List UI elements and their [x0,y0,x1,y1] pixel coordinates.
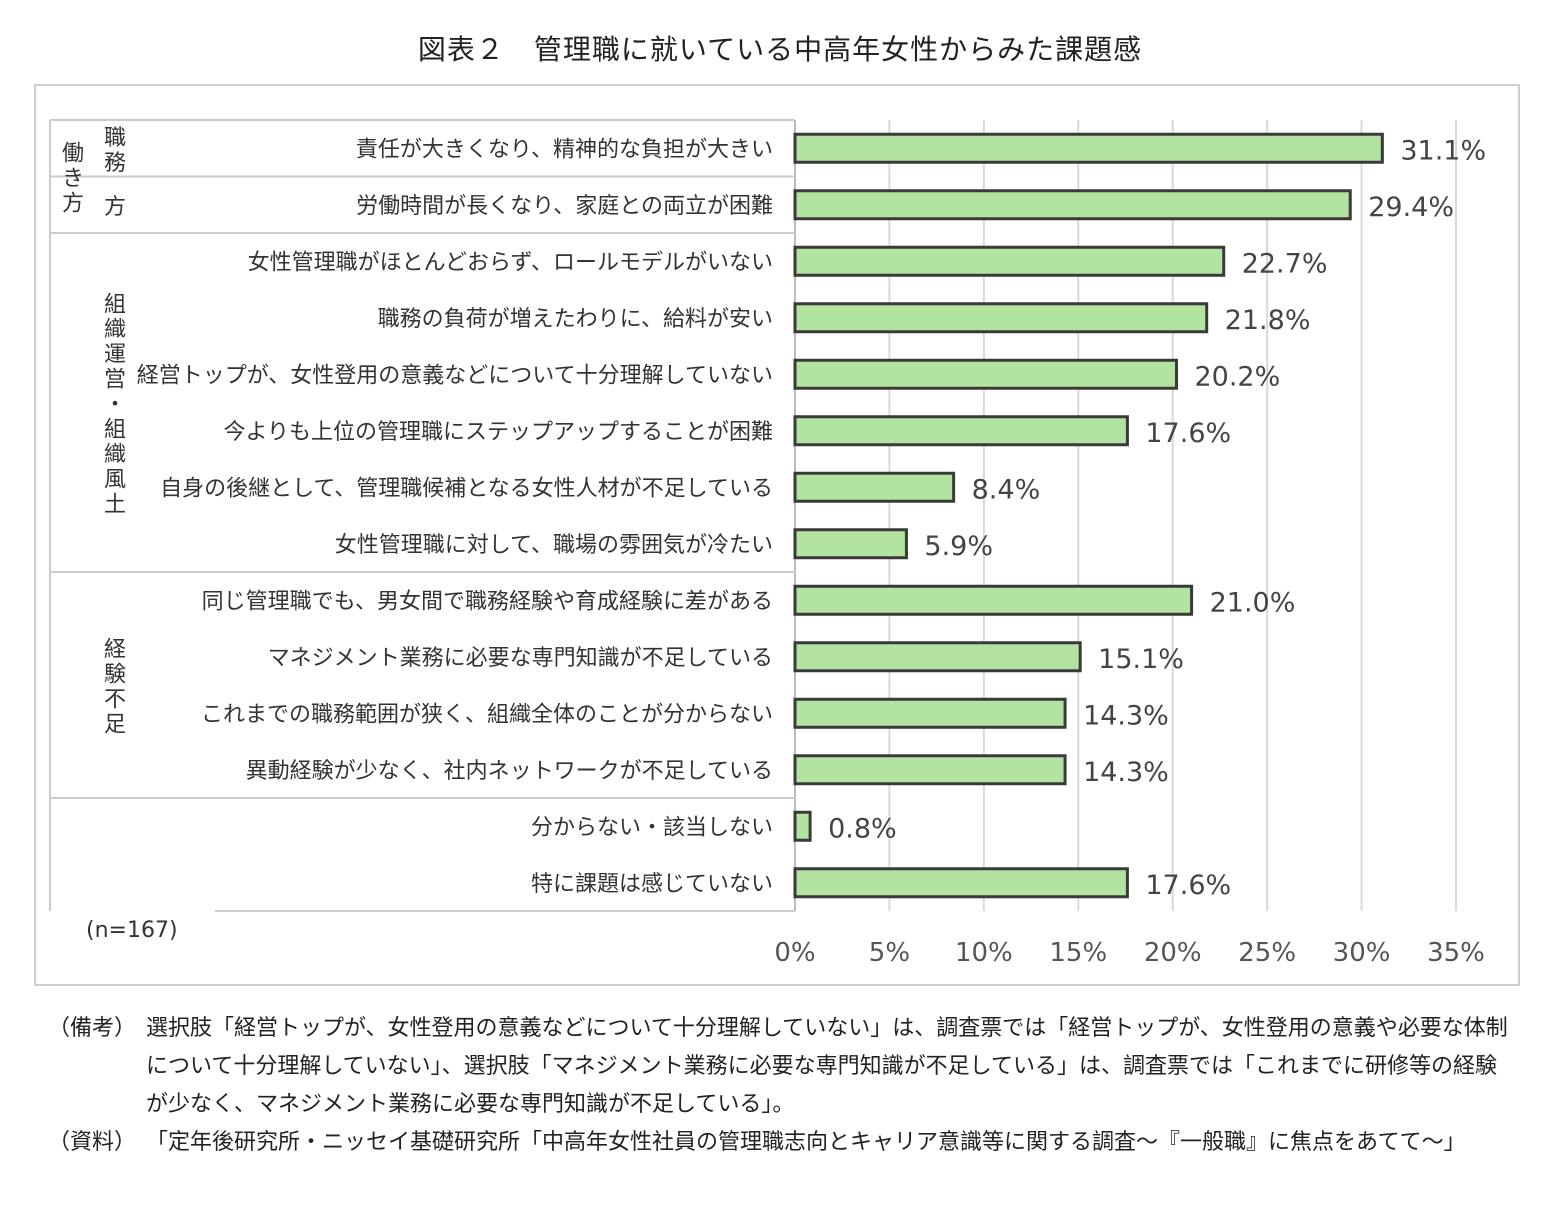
bar [793,358,1178,390]
bar [793,754,1067,786]
value-label: 17.6% [1145,870,1231,901]
note-source: （資料） 「定年後研究所・ニッセイ基礎研究所「中高年女性社員の管理職志向とキャリ… [48,1124,1518,1162]
value-label: 14.3% [1083,700,1169,731]
value-label: 21.8% [1225,305,1311,336]
svg-text:運: 運 [104,343,126,368]
svg-text:務: 務 [104,151,126,176]
svg-text:営: 営 [104,368,126,393]
category-label: マネジメント業務に必要な専門知識が不足している [268,646,773,671]
chart-frame [34,84,1520,986]
chart-title: 図表２ 管理職に就いている中高年女性からみた課題感 [417,33,1143,66]
value-label: 14.3% [1083,757,1169,788]
category-label: 分からない・該当しない [531,815,773,840]
note-text: 選択肢「経営トップが、女性登用の意義などについて十分理解していない」は、調査票で… [146,1016,1508,1117]
note-tag: （資料） [48,1130,137,1155]
svg-text:き: き [62,167,84,192]
category-label: 同じ管理職でも、男女間で職務経験や育成経験に差がある [202,589,773,614]
note-tag: （備考） [48,1016,137,1041]
svg-text:風: 風 [104,468,126,493]
category-label: 女性管理職がほとんどおらず、ロールモデルがいない [248,250,773,275]
bar [793,810,812,842]
value-label: 5.9% [924,531,993,562]
value-label: 22.7% [1242,248,1328,279]
value-label: 17.6% [1145,418,1231,449]
value-label: 31.1% [1400,135,1486,166]
bar-chart: 0% 5% 10% 15% 20% 25% 30% 35%働き方職務方組織運営・組織風土経験不… [49,119,1486,968]
x-tick-label: 30% [1333,938,1391,968]
svg-text:方: 方 [104,195,126,220]
bar [793,584,1194,616]
x-tick-label: 35% [1427,938,1485,968]
svg-text:組: 組 [104,293,126,318]
group-label: 職務 [104,126,126,176]
bar [793,471,956,503]
note-remarks: （備考） 選択肢「経営トップが、女性登用の意義などについて十分理解していない」は… [48,1010,1518,1124]
x-tick-label: 10% [955,938,1013,968]
bar [793,189,1352,221]
svg-text:経: 経 [104,638,126,663]
svg-text:織: 織 [104,443,126,468]
svg-text:・: ・ [104,393,126,418]
category-label: 今よりも上位の管理職にステップアップすることが困難 [223,420,773,445]
category-label: これまでの職務範囲が狭く、組織全体のことが分からない [201,702,773,727]
svg-text:織: 織 [104,318,126,343]
x-tick-label: 0% [774,938,815,968]
svg-text:土: 土 [104,493,126,518]
x-tick-label: 20% [1144,938,1202,968]
value-label: 20.2% [1194,361,1280,392]
bar [793,245,1226,277]
bar [793,132,1384,164]
category-label: 労働時間が長くなり、家庭との両立が困難 [356,194,773,219]
category-label: 特に課題は感じていない [531,872,773,897]
bar [793,528,908,560]
value-label: 29.4% [1368,192,1454,223]
category-label: 異動経験が少なく、社内ネットワークが不足している [246,759,773,784]
svg-text:働: 働 [62,142,84,167]
sample-size-note: (n=167) [86,918,178,943]
bar [793,641,1082,673]
category-label: 職務の負荷が増えたわりに、給料が安い [378,307,773,332]
value-label: 0.8% [828,813,897,844]
notes: （備考） 選択肢「経営トップが、女性登用の意義などについて十分理解していない」は… [48,1010,1518,1162]
note-text: 「定年後研究所・ニッセイ基礎研究所「中高年女性社員の管理職志向とキャリア意識等に… [146,1130,1466,1155]
x-tick-label: 25% [1238,938,1296,968]
value-label: 8.4% [972,474,1041,505]
category-label: 女性管理職に対して、職場の雰囲気が冷たい [335,533,773,558]
group-label: 方 [104,195,126,220]
svg-text:験: 験 [104,663,126,688]
value-label: 21.0% [1210,587,1296,618]
bar [793,867,1129,899]
svg-text:方: 方 [62,192,84,217]
bar [793,697,1067,729]
x-tick-label: 15% [1049,938,1107,968]
category-label: 経営トップが、女性登用の意義などについて十分理解していない [137,363,773,388]
category-label: 自身の後継として、管理職候補となる女性人材が不足している [160,476,773,501]
value-label: 15.1% [1098,644,1184,675]
svg-text:組: 組 [104,418,126,443]
category-label: 責任が大きくなり、精神的な負担が大きい [356,137,773,162]
svg-text:足: 足 [104,713,126,738]
x-tick-label: 5% [869,938,910,968]
bar [793,302,1209,334]
svg-text:職: 職 [104,126,126,151]
svg-text:不: 不 [104,688,126,713]
bar [793,415,1129,447]
group-label: 働き方 [62,142,84,217]
